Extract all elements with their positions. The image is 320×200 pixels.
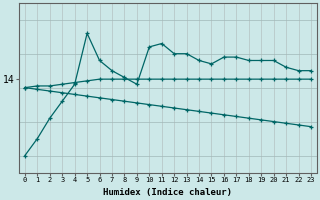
X-axis label: Humidex (Indice chaleur): Humidex (Indice chaleur)	[103, 188, 232, 197]
